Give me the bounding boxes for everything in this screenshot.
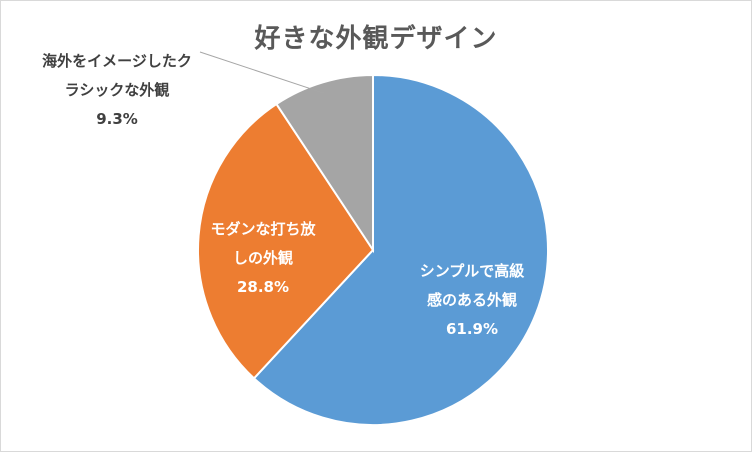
data-label-category: しの外観 bbox=[233, 249, 293, 267]
data-label-value: 9.3% bbox=[96, 110, 138, 128]
data-label-value: 61.9% bbox=[446, 320, 498, 338]
chart-title: 好きな外観デザイン bbox=[254, 24, 498, 54]
data-label-category: シンプルで高級 bbox=[420, 262, 525, 280]
pie-slice bbox=[275, 73, 374, 254]
data-label-category: 感のある外観 bbox=[427, 291, 517, 309]
pie-slice bbox=[197, 102, 375, 380]
data-label-value: 28.8% bbox=[237, 278, 289, 296]
leader-line bbox=[199, 51, 325, 94]
data-label-category: 海外をイメージしたク bbox=[42, 52, 192, 70]
data-label-category: ラシックな外観 bbox=[65, 81, 170, 99]
pie-slice bbox=[252, 73, 549, 426]
data-label-category: モダンな打ち放 bbox=[210, 220, 316, 238]
